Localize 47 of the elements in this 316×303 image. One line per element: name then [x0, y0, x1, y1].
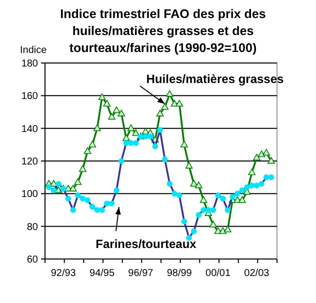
- y-tick-label: 100: [21, 189, 38, 200]
- point: [103, 100, 111, 107]
- y-tick-label: 80: [26, 222, 38, 233]
- x-tick-label: 96/97: [128, 268, 154, 279]
- point: [248, 168, 256, 176]
- point: [166, 90, 174, 97]
- point: [69, 184, 77, 192]
- series-label: Farines/tourteaux: [96, 237, 197, 251]
- point: [195, 182, 202, 188]
- point: [185, 162, 193, 169]
- point: [108, 113, 116, 120]
- point: [161, 103, 169, 110]
- y-tick-label: 120: [21, 156, 38, 168]
- y-tick-label: 140: [21, 124, 38, 135]
- chart-title: Indice trimestriel FAO des prix des huiles/matières grasses et des tourteaux/farines (1990-92=100): [60, 7, 266, 55]
- y-axis-title: Indice: [20, 45, 48, 56]
- point: [210, 220, 217, 228]
- point: [79, 165, 86, 172]
- y-tick-label: 160: [21, 91, 38, 102]
- point: [94, 124, 101, 132]
- x-tick-label: 98/99: [166, 268, 192, 279]
- point: [176, 100, 184, 107]
- x-tick-label: 00/01: [206, 268, 231, 279]
- point: [112, 106, 120, 114]
- point: [262, 148, 270, 156]
- point: [122, 134, 130, 141]
- point: [132, 129, 140, 136]
- point: [156, 110, 164, 116]
- point: [88, 140, 96, 148]
- x-tick-label: 92/93: [50, 268, 76, 279]
- series-label: Huiles/matières grasses: [146, 72, 284, 86]
- point: [258, 150, 266, 158]
- point: [98, 93, 106, 100]
- x-tick-label: 02/03: [244, 268, 270, 279]
- point: [180, 140, 188, 148]
- point: [238, 196, 246, 203]
- point: [224, 226, 232, 232]
- point: [74, 178, 82, 185]
- point: [268, 157, 275, 164]
- point: [118, 110, 126, 116]
- point: [253, 154, 260, 160]
- x-tick-label: 94/95: [90, 268, 115, 279]
- point: [200, 196, 208, 203]
- y-tick-label: 60: [26, 254, 38, 266]
- point: [127, 124, 135, 132]
- point: [84, 147, 92, 154]
- y-tick-label: 180: [21, 58, 38, 70]
